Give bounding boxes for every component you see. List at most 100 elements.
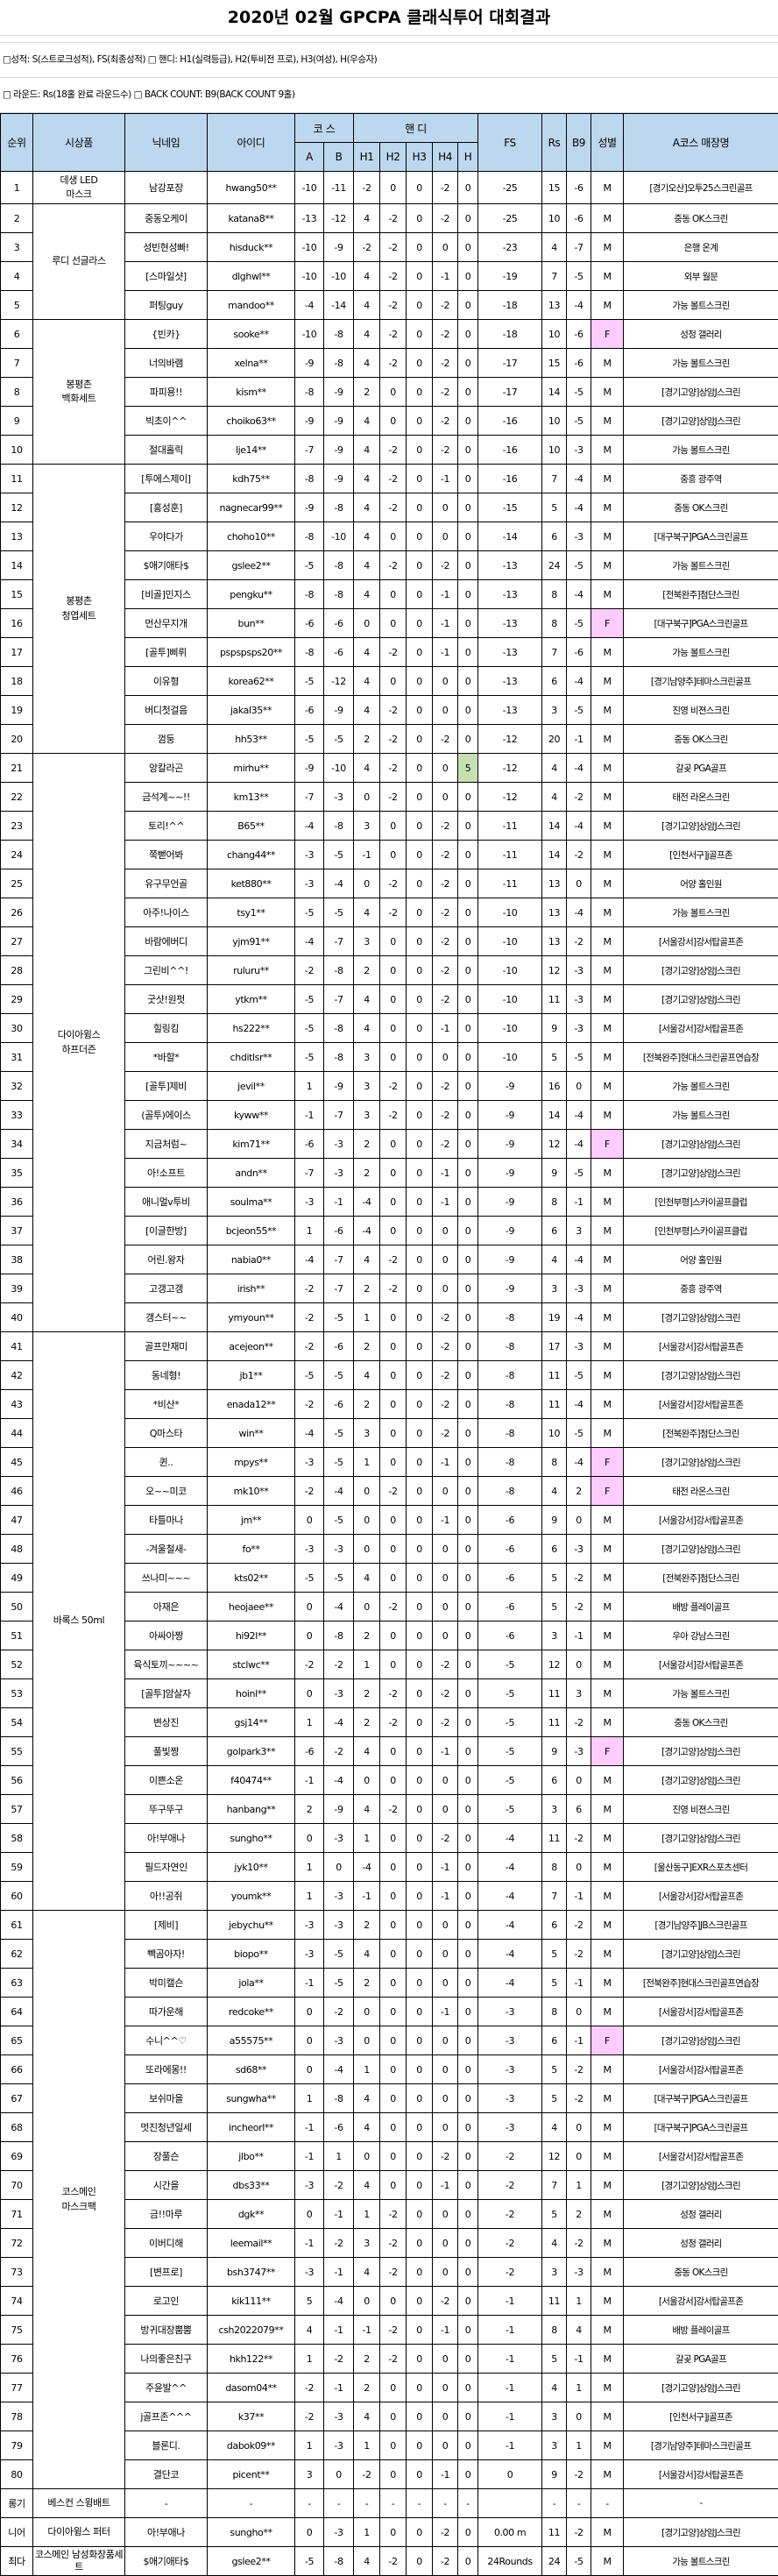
- cell-h2: -2: [380, 725, 407, 754]
- cell-gender: M: [591, 2402, 624, 2431]
- cell-id: fo**: [208, 1535, 295, 1564]
- cell-h3: 0: [407, 407, 433, 436]
- cell-h3: 0: [407, 696, 433, 725]
- cell-fs: -9: [478, 1130, 542, 1159]
- cell-a: 1: [295, 1708, 324, 1737]
- cell-nickname: 바람에버디: [125, 927, 208, 956]
- cell-h4: -2: [433, 898, 458, 927]
- cell-nickname: 아!부애나: [125, 1824, 208, 1853]
- cell-b9: -3: [567, 1737, 591, 1766]
- cell-nickname: 퀸..: [125, 1448, 208, 1477]
- cell-store: [대구북구]PGA스크린골프: [624, 522, 778, 551]
- cell-h1: 4: [354, 2084, 380, 2113]
- cell-h1: 3: [354, 2229, 380, 2258]
- cell-fs: 0.00 m: [478, 2518, 542, 2547]
- cell-store: 중흥 광주역: [624, 465, 778, 493]
- cell-h4: -2: [433, 407, 458, 436]
- cell-h1: 0: [354, 1593, 380, 1622]
- cell-h3: 0: [407, 262, 433, 291]
- cell-h4: 0: [433, 2200, 458, 2229]
- cell-h2: 0: [380, 522, 407, 551]
- cell-fs: -9: [478, 1217, 542, 1245]
- cell-b9: 3: [567, 1217, 591, 1245]
- cell-rs: 6: [542, 1217, 567, 1245]
- cell-a: -8: [295, 638, 324, 667]
- cell-nickname: 시간을: [125, 2171, 208, 2200]
- cell-h3: 0: [407, 1708, 433, 1737]
- cell-fs: -17: [478, 378, 542, 407]
- cell-h2: 0: [380, 1535, 407, 1564]
- cell-b9: -3: [567, 1014, 591, 1043]
- cell-b9: -5: [567, 1361, 591, 1390]
- cell-h: 0: [458, 2460, 478, 2489]
- cell-b: 1: [324, 2142, 354, 2171]
- cell-b: -3: [324, 2518, 354, 2547]
- cell-rank: 67: [1, 2084, 33, 2113]
- cell-h2: 0: [380, 1332, 407, 1361]
- cell-h1: 2: [354, 1274, 380, 1303]
- cell-store: [경기고양]상암J스크린: [624, 1766, 778, 1795]
- cell-gender: M: [591, 2055, 624, 2084]
- cell-h: 0: [458, 696, 478, 725]
- cell-rs: -: [542, 2489, 567, 2518]
- cell-b: -3: [324, 1159, 354, 1188]
- cell-h: 0: [458, 2345, 478, 2374]
- cell-gender: M: [591, 754, 624, 783]
- cell-rs: 7: [542, 638, 567, 667]
- cell-id: nagnecar99**: [208, 493, 295, 522]
- cell-h4: -2: [433, 291, 458, 320]
- cell-nickname: 멋진청년일세: [125, 2113, 208, 2142]
- cell-fs: -15: [478, 493, 542, 522]
- cell-h4: -2: [433, 551, 458, 580]
- cell-fs: -3: [478, 2026, 542, 2055]
- cell-a: -5: [295, 1564, 324, 1593]
- cell-id: irish**: [208, 1274, 295, 1303]
- cell-b: -2: [324, 2345, 354, 2374]
- cell-b9: -2: [567, 1564, 591, 1593]
- cell-id: picent**: [208, 2460, 295, 2489]
- cell-nickname: 로고인: [125, 2287, 208, 2316]
- cell-a: -3: [295, 1940, 324, 1969]
- cell-h: 0: [458, 291, 478, 320]
- cell-h4: -1: [433, 1014, 458, 1043]
- cell-h4: 0: [433, 1911, 458, 1940]
- cell-h: 0: [458, 1303, 478, 1332]
- cell-a: 3: [295, 2460, 324, 2489]
- cell-a: 0: [295, 1679, 324, 1708]
- cell-b: -8: [324, 2547, 354, 2576]
- cell-h: 0: [458, 2026, 478, 2055]
- cell-h3: 0: [407, 172, 433, 204]
- cell-gender: M: [591, 1911, 624, 1940]
- cell-nickname: 결단코: [125, 2460, 208, 2489]
- cell-id: choiko63**: [208, 407, 295, 436]
- cell-a: -2: [295, 2374, 324, 2402]
- cell-h3: 0: [407, 493, 433, 522]
- cell-h4: -2: [433, 1303, 458, 1332]
- cell-a: -5: [295, 1014, 324, 1043]
- cell-h1: 0: [354, 2142, 380, 2171]
- cell-gender: M: [591, 1998, 624, 2026]
- cell-gender: M: [591, 841, 624, 869]
- cell-rs: 9: [542, 1506, 567, 1535]
- cell-b: -6: [324, 609, 354, 638]
- cell-gender: M: [591, 1014, 624, 1043]
- cell-h4: -2: [433, 956, 458, 985]
- cell-h3: 0: [407, 1998, 433, 2026]
- cell-b9: -2: [567, 1593, 591, 1622]
- cell-h3: 0: [407, 2084, 433, 2113]
- cell-b9: -5: [567, 378, 591, 407]
- cell-fs: -11: [478, 812, 542, 841]
- cell-b9: -4: [567, 465, 591, 493]
- cell-h2: -2: [380, 349, 407, 378]
- cell-gender: M: [591, 262, 624, 291]
- cell-nickname: 블론디.: [125, 2431, 208, 2460]
- cell-h: 0: [458, 1766, 478, 1795]
- cell-a: 1: [295, 2084, 324, 2113]
- cell-nickname: 껌둥: [125, 725, 208, 754]
- cell-a: -2: [295, 956, 324, 985]
- cell-rs: 12: [542, 956, 567, 985]
- cell-store: [인천서구]j골프존: [624, 2402, 778, 2431]
- cell-h: 0: [458, 1274, 478, 1303]
- cell-h3: 0: [407, 291, 433, 320]
